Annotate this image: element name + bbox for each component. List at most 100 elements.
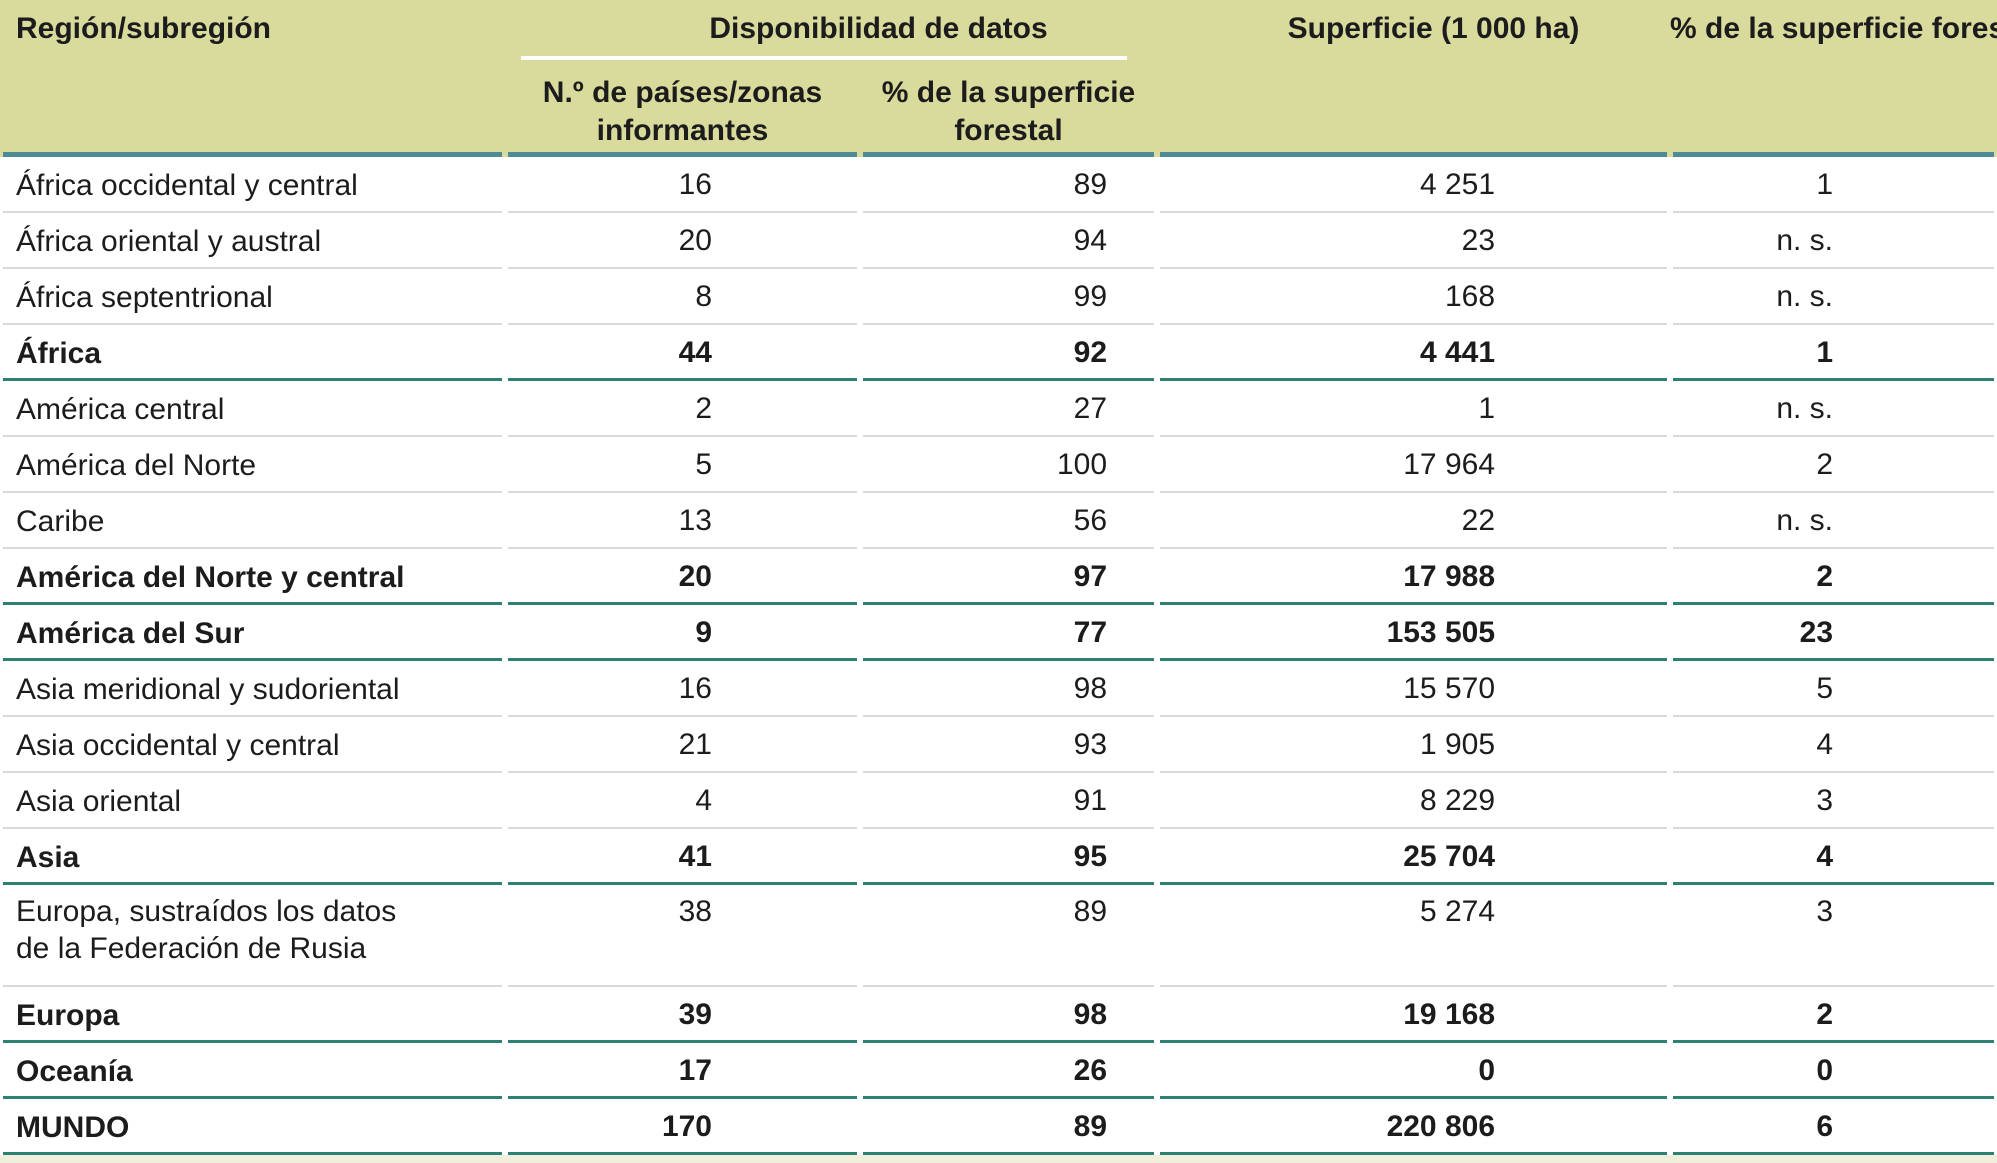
- cell-availability-pct: 89: [860, 1099, 1158, 1155]
- cell-availability-pct: 26: [860, 1043, 1158, 1099]
- cell-availability-pct: 98: [860, 661, 1158, 717]
- cell-countries: 20: [505, 213, 860, 269]
- cell-countries: 8: [505, 269, 860, 325]
- table-row: Asia occidental y central 21 93 1 905 4: [0, 717, 1997, 773]
- cell-region: Oceanía: [0, 1043, 505, 1099]
- cell-region: África oriental y austral: [0, 213, 505, 269]
- column-header-availability-pct: % de la superficie forestal: [860, 60, 1158, 157]
- cell-region: Caribe: [0, 493, 505, 549]
- cell-area: 17 988: [1157, 549, 1671, 605]
- cell-countries: 41: [505, 829, 860, 885]
- cell-area: 0: [1157, 1043, 1671, 1099]
- cell-availability-pct: 93: [860, 717, 1158, 773]
- cell-forest-pct: 3: [1670, 773, 1997, 829]
- cell-area: 220 806: [1157, 1099, 1671, 1155]
- table-row: América del Norte 5 100 17 964 2: [0, 437, 1997, 493]
- cell-countries: 21: [505, 717, 860, 773]
- cell-availability-pct: 89: [860, 157, 1158, 213]
- cell-forest-pct: 1: [1670, 325, 1997, 381]
- table-row: Europa, sustraídos los datos de la Feder…: [0, 885, 1997, 987]
- cell-countries: 17: [505, 1043, 860, 1099]
- cell-forest-pct: 0: [1670, 1043, 1997, 1099]
- cell-countries: 39: [505, 987, 860, 1043]
- cell-area: 1: [1157, 381, 1671, 437]
- column-header-region: Región/subregión: [0, 0, 505, 157]
- cell-countries: 20: [505, 549, 860, 605]
- cell-region: MUNDO: [0, 1099, 505, 1155]
- table-row: África occidental y central 16 89 4 251 …: [0, 157, 1997, 213]
- cell-availability-pct: 56: [860, 493, 1158, 549]
- cell-countries: 5: [505, 437, 860, 493]
- cell-availability-pct: 97: [860, 549, 1158, 605]
- cell-area: 8 229: [1157, 773, 1671, 829]
- cell-region: América del Norte y central: [0, 549, 505, 605]
- cell-area: 25 704: [1157, 829, 1671, 885]
- cell-area: 19 168: [1157, 987, 1671, 1043]
- cell-forest-pct: 2: [1670, 987, 1997, 1043]
- cell-availability-pct: 98: [860, 987, 1158, 1043]
- cell-forest-pct: 1: [1670, 157, 1997, 213]
- cell-countries: 9: [505, 605, 860, 661]
- cell-region: América del Sur: [0, 605, 505, 661]
- cell-area: 5 274: [1157, 885, 1671, 987]
- cell-region: África: [0, 325, 505, 381]
- table-row: Asia oriental 4 91 8 229 3: [0, 773, 1997, 829]
- table-row: África septentrional 8 99 168 n. s.: [0, 269, 1997, 325]
- cell-area: 4 441: [1157, 325, 1671, 381]
- cell-countries: 16: [505, 661, 860, 717]
- table-row: Oceanía 17 26 0 0: [0, 1043, 1997, 1099]
- cell-availability-pct: 99: [860, 269, 1158, 325]
- cell-forest-pct: n. s.: [1670, 213, 1997, 269]
- cell-availability-pct: 92: [860, 325, 1158, 381]
- cell-forest-pct: n. s.: [1670, 493, 1997, 549]
- table-row: Europa 39 98 19 168 2: [0, 987, 1997, 1043]
- cell-countries: 38: [505, 885, 860, 987]
- cell-countries: 16: [505, 157, 860, 213]
- table-row: Caribe 13 56 22 n. s.: [0, 493, 1997, 549]
- column-header-forest-pct: % de la superficie forestal: [1670, 0, 1997, 157]
- cell-region: América central: [0, 381, 505, 437]
- table-header: Región/subregión Disponibilidad de datos…: [0, 0, 1997, 157]
- cell-countries: 44: [505, 325, 860, 381]
- cell-availability-pct: 27: [860, 381, 1158, 437]
- cell-forest-pct: 6: [1670, 1099, 1997, 1155]
- cell-area: 23: [1157, 213, 1671, 269]
- cell-area: 22: [1157, 493, 1671, 549]
- cell-region: África septentrional: [0, 269, 505, 325]
- cell-area: 1 905: [1157, 717, 1671, 773]
- cell-area: 15 570: [1157, 661, 1671, 717]
- table-body: África occidental y central 16 89 4 251 …: [0, 157, 1997, 1155]
- cell-forest-pct: 2: [1670, 549, 1997, 605]
- cell-availability-pct: 95: [860, 829, 1158, 885]
- cell-area: 168: [1157, 269, 1671, 325]
- table-row: África oriental y austral 20 94 23 n. s.: [0, 213, 1997, 269]
- table-row: América del Sur 9 77 153 505 23: [0, 605, 1997, 661]
- cell-countries: 170: [505, 1099, 860, 1155]
- cell-forest-pct: 4: [1670, 829, 1997, 885]
- table-row: América del Norte y central 20 97 17 988…: [0, 549, 1997, 605]
- table-footer: [0, 1155, 1997, 1163]
- cell-region: Asia: [0, 829, 505, 885]
- cell-region: Asia meridional y sudoriental: [0, 661, 505, 717]
- cell-availability-pct: 100: [860, 437, 1158, 493]
- cell-area: 153 505: [1157, 605, 1671, 661]
- cell-forest-pct: 4: [1670, 717, 1997, 773]
- cell-countries: 4: [505, 773, 860, 829]
- cell-forest-pct: n. s.: [1670, 269, 1997, 325]
- cell-region: África occidental y central: [0, 157, 505, 213]
- cell-countries: 13: [505, 493, 860, 549]
- table-row: MUNDO 170 89 220 806 6: [0, 1099, 1997, 1155]
- cell-availability-pct: 94: [860, 213, 1158, 269]
- table-row: África 44 92 4 441 1: [0, 325, 1997, 381]
- table-row: Asia 41 95 25 704 4: [0, 829, 1997, 885]
- column-header-countries: N.º de países/zonas informantes: [505, 60, 860, 157]
- cell-region: Europa: [0, 987, 505, 1043]
- cell-forest-pct: 3: [1670, 885, 1997, 987]
- cell-availability-pct: 89: [860, 885, 1158, 987]
- cell-area: 17 964: [1157, 437, 1671, 493]
- cell-area: 4 251: [1157, 157, 1671, 213]
- cell-forest-pct: 23: [1670, 605, 1997, 661]
- cell-region: Asia occidental y central: [0, 717, 505, 773]
